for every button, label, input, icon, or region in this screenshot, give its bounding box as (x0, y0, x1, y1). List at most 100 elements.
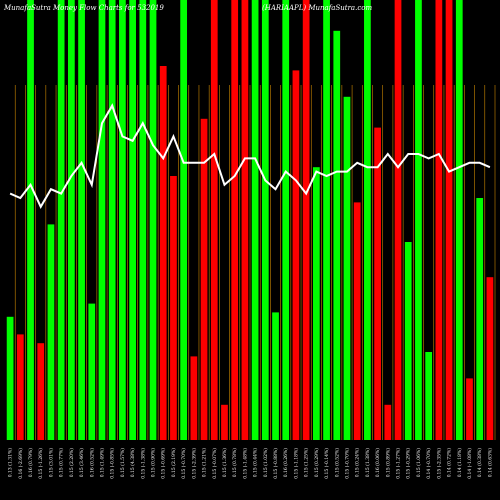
bar (261, 0, 269, 440)
x-tick-label: 0.15 (-0.69%) (160, 448, 167, 479)
gridlines (14, 85, 496, 440)
bars (6, 0, 494, 441)
x-tick-label: 0.15 (0.89%) (384, 448, 391, 478)
x-tick-label: 0.15 (0.29%) (313, 448, 320, 478)
bar (353, 202, 361, 440)
bar (47, 224, 55, 440)
bar (16, 334, 24, 440)
header-left: MunafaSutra Money Flow Charts for 532019 (3, 4, 164, 12)
bar (364, 0, 371, 440)
x-tick-label: 0.15 (4.38%) (129, 448, 136, 478)
bar (159, 66, 167, 440)
bar (231, 0, 239, 440)
bar (27, 0, 34, 440)
x-tick-label: 0.16 (0.52%) (88, 448, 95, 478)
bar (98, 0, 106, 440)
x-tick-label: 0.15 (-0.07%) (211, 448, 218, 479)
bar (200, 118, 208, 441)
x-tick-label: 0.14 (-1.08%) (466, 448, 473, 479)
x-tick-label: 0.14 (-0.70%) (425, 448, 432, 479)
bar (221, 404, 228, 440)
bar (394, 0, 402, 440)
bar (282, 0, 290, 440)
x-tick-label: 0.15 (-0.14%) (323, 448, 330, 479)
x-tick-label: 0.15 (0.77%) (58, 448, 65, 478)
x-tick-label: 0.15 (-2.39%) (190, 448, 197, 479)
x-tick-label: 0.15 (-1.27%) (395, 448, 402, 479)
bar (78, 0, 85, 440)
x-tick-label: 0.15 (-0.29%) (405, 448, 412, 479)
bar (323, 0, 330, 440)
x-tick-label: 0.15 (-1.38%) (139, 448, 146, 479)
x-tick-label: 0.15 (0.52%) (333, 448, 340, 478)
bar (251, 0, 259, 440)
bar (241, 0, 249, 440)
x-tick-label: 0.15 (-0.70%) (343, 448, 350, 479)
x-tick-label: 0.15 (-0.85%) (109, 448, 116, 479)
bar (6, 316, 14, 440)
bar (445, 0, 453, 440)
x-tick-label: 0.14 (0.72%) (446, 448, 453, 478)
x-tick-label: 0.16 (0.06%) (374, 448, 381, 478)
x-tick-label: 0.15 (-1.26%) (37, 448, 44, 479)
x-tick-label: 0.15 (0.78%) (231, 448, 238, 478)
bar (210, 0, 218, 440)
bar (108, 0, 116, 440)
x-tick-label: 0.15 (-0.70%) (180, 448, 187, 479)
x-tick-label: 0.16 (0.79%) (27, 448, 34, 478)
x-tick-label: 0.14 (1.18%) (456, 448, 463, 478)
bar (139, 0, 147, 440)
bar (67, 0, 75, 440)
x-tick-label: 0.15 (0.44%) (252, 448, 259, 478)
x-tick-label: 0.15 (3.46%) (78, 448, 85, 478)
bar (343, 96, 351, 441)
bar (435, 0, 443, 440)
bar (302, 0, 310, 440)
x-tick-label: 0.15 (3.01%) (47, 448, 54, 478)
bar (170, 176, 177, 440)
x-tick-label: 0.15 (1.38%) (364, 448, 371, 478)
x-tick-label: 0.15 (0.24%) (354, 448, 361, 478)
x-tick-label: 0.15 (1.06%) (415, 448, 422, 478)
bar (149, 0, 157, 440)
x-tick-label: 0.16 (0.26%) (282, 448, 289, 478)
x-tick-label: 0.15 (1.36%) (221, 448, 228, 478)
header-center: (HARIAAPL) MunafaSutra.com (262, 4, 372, 12)
bar (374, 127, 381, 440)
bar (404, 242, 412, 440)
x-tick-label: 0.16 (-2.69%) (17, 448, 24, 479)
bar (466, 378, 473, 440)
x-tick-label: 0.15 (-0.88%) (272, 448, 279, 479)
bar (312, 167, 320, 440)
bar (292, 70, 300, 441)
bar (129, 0, 136, 440)
bar (333, 30, 341, 441)
money-flow-line (9, 103, 491, 209)
x-tick-label: 0.14 (0.38%) (476, 448, 483, 478)
x-tick-label: 0.15 (-2.35%) (435, 448, 442, 479)
bar (476, 198, 484, 440)
bar (415, 0, 422, 440)
x-tick-label: 0.14 (0.63%) (486, 448, 493, 478)
bar (37, 343, 45, 440)
x-tick-labels: 0.13 (1.31%) 0.16 (-2.69%) 0.16 (0.79%) 0.1… (7, 448, 494, 479)
x-tick-label: 0.15 (2.20%) (68, 448, 75, 478)
bar (88, 303, 96, 440)
bar (57, 0, 65, 440)
bar (486, 277, 494, 440)
x-tick-label: 0.13 (1.31%) (7, 448, 14, 478)
x-tick-label: 0.15 (-1.18%) (292, 448, 299, 479)
bar (384, 404, 392, 440)
x-tick-label: 0.15 (0.90%) (150, 448, 157, 478)
x-tick-label: 0.15 (1.49%) (98, 448, 105, 478)
x-tick-label: 0.15 (-1.48%) (241, 448, 248, 479)
bar (272, 312, 279, 440)
bar (425, 352, 433, 440)
bar (119, 0, 126, 440)
bar (180, 0, 188, 440)
x-tick-label: 0.15 (1.25%) (303, 448, 310, 478)
x-tick-label: 0.15 (1.21%) (201, 448, 208, 478)
x-tick-label: 0.15 (1.02%) (262, 448, 269, 478)
bar (190, 356, 198, 440)
